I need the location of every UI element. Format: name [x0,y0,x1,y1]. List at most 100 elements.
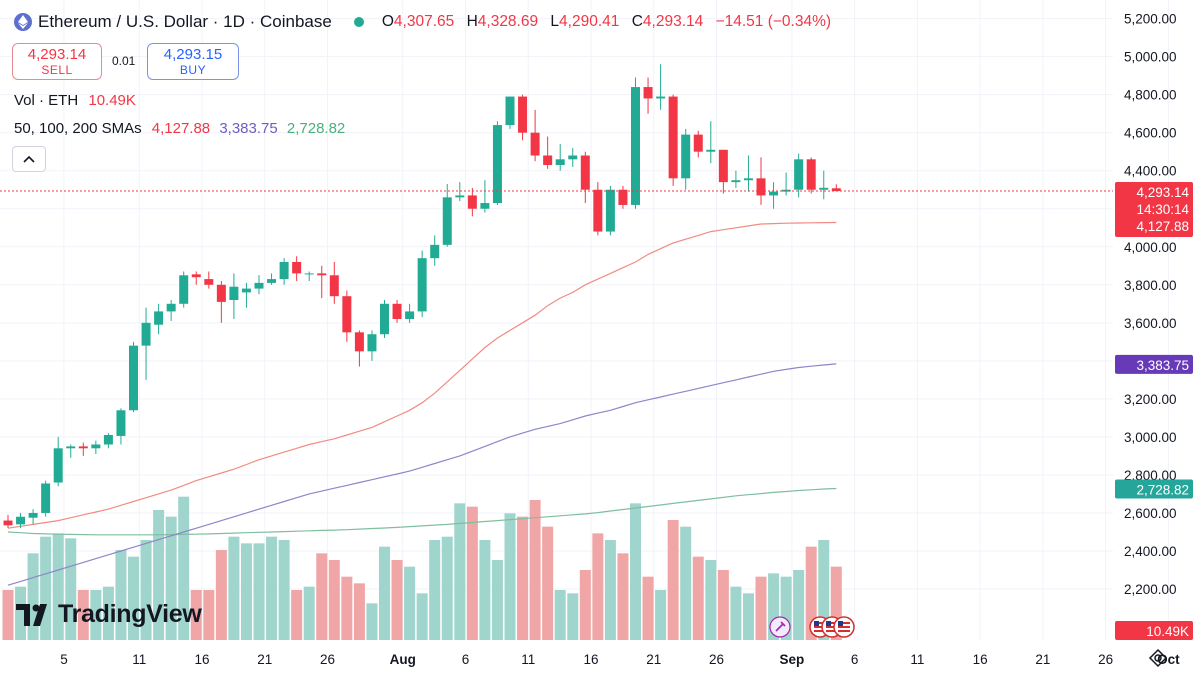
us-flag-stripe [838,630,850,632]
candle-body [41,483,51,513]
candle-body [718,149,728,183]
candle [329,261,339,304]
close-value: 4,293.14 [642,13,704,30]
candle [166,300,176,321]
ethereum-icon [14,13,32,31]
candle [530,109,540,162]
candle-body [3,520,13,526]
volume-bar [15,586,27,640]
candle [141,307,151,380]
symbol-title[interactable]: Ethereum / U.S. Dollar · 1D · Coinbase [38,12,332,31]
volume-bar [40,536,52,640]
us-flag-icon[interactable] [833,616,855,638]
x-tick-label: 21 [257,652,272,667]
candle [442,184,452,247]
us-flag-canton [826,621,831,626]
settings-icon[interactable] [1148,648,1168,668]
sell-label: SELL [41,63,73,77]
candle-body [781,189,791,192]
volume-bar [65,538,77,640]
candle [405,303,415,323]
volume-bar [278,540,290,640]
y-tick-label: 2,800.00 [1124,468,1177,483]
y-tick-label: 3,200.00 [1124,392,1177,407]
volume-bar [102,586,114,640]
candle [267,273,277,285]
sma100-price-label-bg [1115,354,1193,374]
candle [580,151,590,204]
x-tick-label: Sep [779,652,804,667]
volume-legend[interactable]: Vol · ETH 10.49K [14,92,136,109]
buy-button[interactable]: 4,293.15 BUY [147,43,239,80]
candle [568,147,578,167]
x-tick-label: 16 [973,652,988,667]
event-icon[interactable] [769,616,791,638]
candle [756,157,766,205]
volume-bar [567,593,579,640]
volume-bar [90,590,102,640]
candle-body [505,96,515,126]
us-flag-canton [838,621,843,626]
volume-bar [655,590,667,640]
candle-body [166,303,176,312]
candle [53,436,63,487]
candle-body [116,410,126,436]
candle-body [467,195,477,209]
economic-events[interactable] [769,616,855,638]
candle-body [442,197,452,245]
y-tick-label: 3,000.00 [1124,430,1177,445]
candle-body [241,288,251,293]
candle-body [141,322,151,346]
market-status-icon[interactable] [353,17,364,27]
volume-bar [215,550,227,640]
candle [317,265,327,299]
volume-bar [742,593,754,640]
volume-price-label-bg [1115,621,1193,640]
candle [668,94,678,186]
time-axis[interactable]: 5 11 16 21 26 Aug 6 11 16 21 26 Sep 6 11 16 21 26 Oct [60,648,1180,668]
candle [618,185,628,209]
candle-body [668,96,678,179]
candle-body [756,178,766,196]
candle-body [580,155,590,190]
volume-bar [416,593,428,640]
y-tick-label: 5,200.00 [1124,12,1177,27]
x-tick-label: 6 [851,652,859,667]
candle-body [618,189,628,205]
candle [806,157,816,194]
candle-body [367,334,377,352]
candle [467,187,477,217]
tradingview-logo[interactable]: TradingView [16,600,202,629]
x-tick-label: 16 [584,652,599,667]
sell-button[interactable]: 4,293.14 SELL [12,43,102,80]
settings-icon-shape [1148,648,1168,668]
volume-bar [504,513,516,640]
last-price-label-bg [1115,182,1193,238]
volume-bar [805,546,817,640]
sma-lines [7,221,837,586]
candle-body [492,125,502,204]
sma200-legend-value: 2,728.82 [286,120,346,137]
candle [706,121,716,164]
candle [367,330,377,361]
candle-body [693,134,703,152]
candle [229,273,239,320]
sma100-line [7,363,837,586]
collapse-legend-button[interactable] [12,146,46,172]
candle [631,77,640,209]
volume-bar [404,566,416,640]
candle [279,258,289,285]
volume-bar [190,590,202,640]
candle-body [204,279,214,285]
candle-body [530,132,540,156]
y-tick-label: 4,400.00 [1124,164,1177,179]
sma-legend[interactable]: 50, 100, 200 SMAs 4,127.88 3,383.75 2,72… [14,120,345,137]
last-price-label: 4,293.14 14:30:14 4,127.88 [1115,182,1193,238]
sma50-line [7,221,837,529]
candle [455,182,465,202]
volume-bar [153,510,165,640]
candle [681,128,691,190]
volume-price-label-text: 10.49K [1146,624,1189,639]
candle-body [518,96,528,133]
